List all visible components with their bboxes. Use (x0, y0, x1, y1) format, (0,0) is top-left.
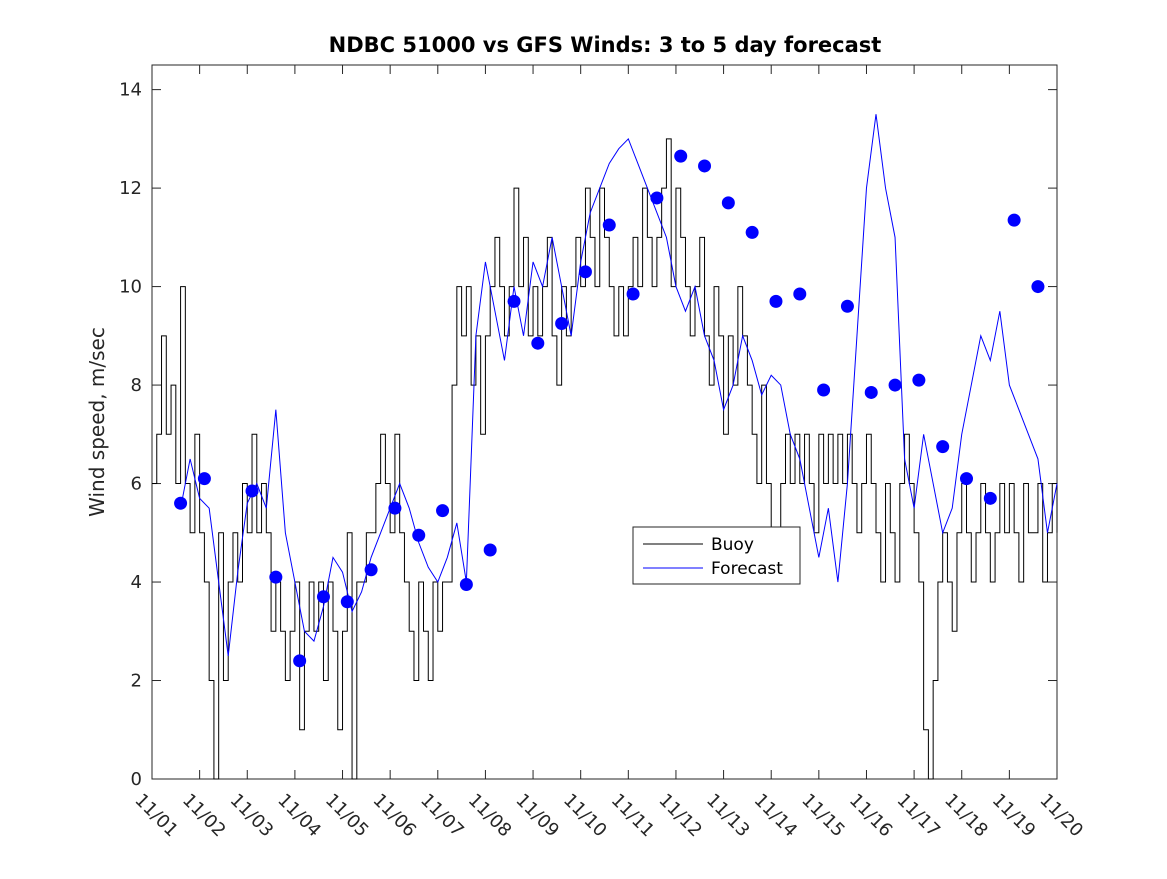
forecast-point (245, 484, 259, 498)
forecast-series (180, 114, 1058, 656)
forecast-line (180, 114, 1058, 656)
y-tick-label: 2 (131, 671, 142, 692)
y-tick-label: 8 (131, 375, 142, 396)
forecast-point (197, 472, 211, 486)
y-tick-label: 10 (119, 277, 142, 298)
chart-title: NDBC 51000 vs GFS Winds: 3 to 5 day fore… (329, 33, 882, 57)
forecast-point (388, 501, 402, 515)
forecast-point (436, 504, 450, 518)
forecast-dots (174, 149, 1045, 668)
axis-ticks (151, 65, 1058, 780)
forecast-point (936, 440, 950, 454)
forecast-point (721, 196, 735, 210)
forecast-point (269, 570, 283, 584)
y-tick-label: 12 (119, 178, 142, 199)
forecast-point (293, 654, 307, 668)
forecast-point (817, 383, 831, 397)
forecast-point (507, 294, 521, 308)
forecast-point (1007, 213, 1021, 227)
forecast-point (698, 159, 712, 173)
forecast-point (674, 149, 688, 163)
legend-buoy-label: Buoy (711, 535, 754, 555)
forecast-point (412, 528, 426, 542)
forecast-point (340, 595, 354, 609)
forecast-point (864, 385, 878, 399)
forecast-point (174, 496, 188, 510)
forecast-point (483, 543, 497, 557)
forecast-point (793, 287, 807, 301)
forecast-point (960, 472, 973, 486)
y-tick-label: 14 (119, 80, 142, 101)
forecast-point (364, 563, 378, 577)
legend-box (632, 526, 801, 585)
forecast-point (769, 294, 783, 308)
buoy-line (152, 138, 1058, 780)
forecast-point (459, 577, 473, 591)
forecast-point (912, 373, 926, 387)
y-tick-label: 0 (131, 769, 142, 790)
forecast-point (745, 225, 759, 239)
y-tick-label: 6 (131, 474, 142, 495)
legend-forecast-label: Forecast (711, 559, 783, 579)
forecast-point (650, 191, 664, 205)
legend: Buoy Forecast (632, 526, 801, 585)
forecast-point (531, 336, 545, 350)
forecast-point (888, 378, 902, 392)
forecast-point (578, 265, 592, 279)
forecast-point (626, 287, 640, 301)
forecast-point (1031, 280, 1045, 294)
buoy-series (152, 138, 1058, 780)
y-axis-label: Wind speed, m/sec (85, 327, 109, 517)
y-tick-label: 4 (131, 572, 142, 593)
forecast-point (602, 218, 616, 232)
forecast-point (983, 491, 997, 505)
forecast-point (316, 590, 330, 604)
y-tick-labels: 0 2 4 6 8 10 12 14 (119, 80, 142, 790)
forecast-point (840, 299, 854, 313)
forecast-point (555, 317, 569, 331)
plot-area (151, 64, 1058, 780)
